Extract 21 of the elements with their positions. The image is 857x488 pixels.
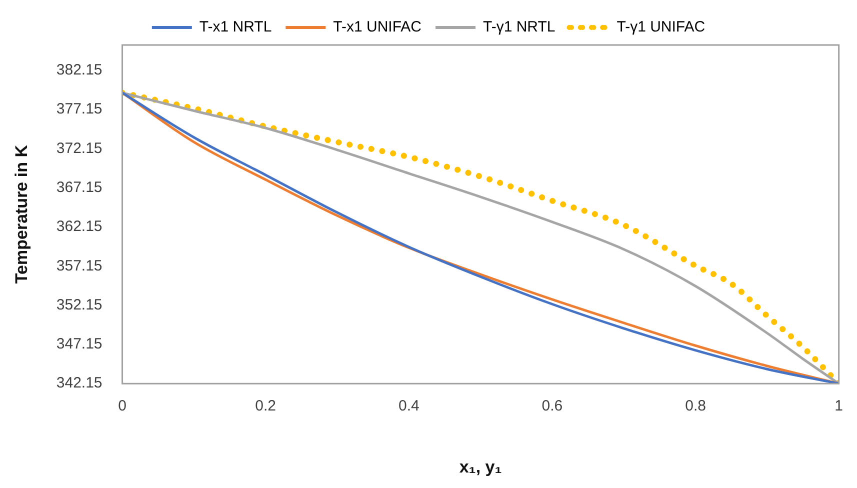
x-tick-label: 0.8 bbox=[685, 398, 706, 415]
y-tick-label: 377.15 bbox=[56, 100, 102, 118]
legend-label: T-γ1 UNIFAC bbox=[616, 18, 706, 36]
x-tick-label: 0.2 bbox=[255, 398, 276, 415]
y-tick-label: 352.15 bbox=[56, 296, 102, 314]
x-tick-label: 1 bbox=[834, 398, 843, 415]
y-tick-label: 372.15 bbox=[56, 140, 102, 157]
y-tick-label: 362.15 bbox=[56, 218, 102, 236]
x-tick-label: 0.4 bbox=[398, 398, 420, 415]
y-axis-title: Temperature in K bbox=[12, 144, 31, 284]
legend-label: T-γ1 NRTL bbox=[483, 18, 556, 36]
x-tick-label: 0.6 bbox=[542, 398, 563, 415]
y-tick-label: 382.15 bbox=[56, 62, 102, 79]
y-tick-label: 367.15 bbox=[56, 179, 102, 196]
y-tick-label: 342.15 bbox=[56, 374, 102, 392]
x-axis-title: x₁, y₁ bbox=[459, 457, 502, 476]
legend-label: T-x1 NRTL bbox=[199, 18, 272, 36]
legend-label: T-x1 UNIFAC bbox=[333, 18, 422, 36]
y-tick-label: 357.15 bbox=[56, 257, 102, 274]
x-tick-label: 0 bbox=[118, 398, 126, 415]
y-tick-label: 347.15 bbox=[56, 336, 102, 353]
